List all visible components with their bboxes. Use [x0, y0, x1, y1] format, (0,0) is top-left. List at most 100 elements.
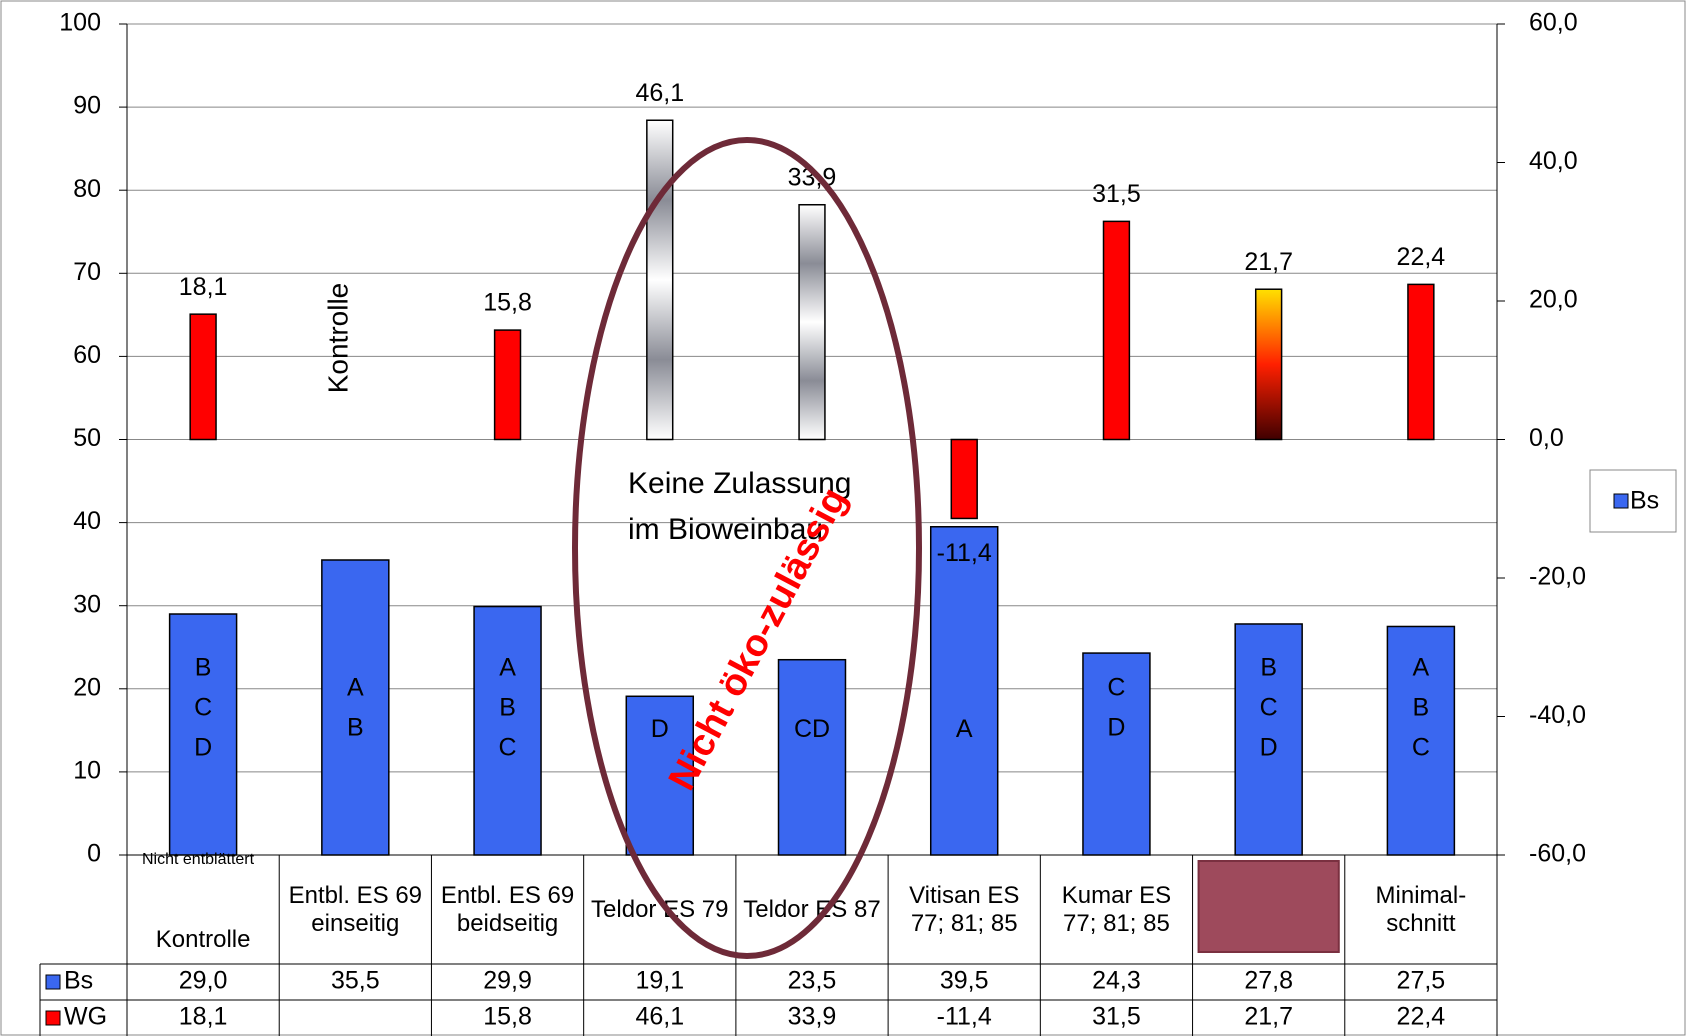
table-value: 21,7 [1244, 1003, 1293, 1031]
significance-letter: C [194, 693, 212, 721]
table-value: -11,4 [937, 1003, 992, 1031]
category-label: Entbl. ES 69 beidseitig [440, 881, 575, 937]
data-label: 22,4 [1397, 243, 1446, 271]
row-header: Bs [64, 967, 93, 995]
bar [1234, 623, 1303, 856]
table-value: 33,9 [788, 1003, 837, 1031]
table-value: 29,9 [483, 967, 532, 995]
table-value: 31,5 [1092, 1003, 1141, 1031]
table-value: 23,5 [788, 967, 837, 995]
bar [189, 313, 217, 441]
annotation-line: im Bioweinbau [628, 513, 823, 546]
x-tick-label: Teldor ES 87 [743, 895, 881, 923]
x-tick-label: Vitisan ES 77; 81; 85 [909, 881, 1020, 937]
data-label: 21,7 [1244, 248, 1293, 276]
table-value: 46,1 [635, 1003, 684, 1031]
significance-letter: C [1260, 693, 1278, 721]
y2-tick-label: -40,0 [1529, 701, 1586, 729]
y-tick-label: 100 [59, 9, 101, 37]
bar [1254, 288, 1283, 441]
annotation: Keine Zulassung im Bioweinbau [628, 467, 851, 546]
significance-letter: C [1412, 733, 1430, 761]
row-header: WG [64, 1003, 107, 1031]
y-tick-label: 90 [73, 92, 101, 120]
y2-tick-label: 0,0 [1529, 424, 1564, 452]
y-tick-label: 0 [87, 840, 101, 868]
data-label: -11,4 [937, 539, 992, 567]
bar [646, 119, 674, 441]
y-tick-label: 80 [73, 175, 101, 203]
significance-letter: C [499, 733, 517, 761]
y-tick-label: 20 [73, 673, 101, 701]
category-label: Teldor ES 87 [743, 895, 881, 923]
x-tick-label: Kontrolle [155, 925, 251, 953]
y-tick-label: 50 [73, 424, 101, 452]
bar [1102, 220, 1131, 441]
significance-letter: D [1260, 733, 1278, 761]
y2-tick-label: 40,0 [1529, 147, 1578, 175]
bar [1407, 283, 1435, 441]
significance-letter: B [1413, 693, 1430, 721]
category-label: Vitisan ES 77; 81; 85 [909, 881, 1020, 937]
bar [798, 203, 826, 441]
y2-tick-label: 20,0 [1529, 286, 1578, 314]
legend-swatch [45, 974, 61, 990]
y-tick-label: 60 [73, 341, 101, 369]
y-tick-label: 70 [73, 258, 101, 286]
significance-letter: B [499, 693, 516, 721]
table-value: 27,5 [1397, 967, 1446, 995]
bar [625, 695, 695, 856]
category-label: Kontrolle [155, 925, 251, 953]
y2-tick-label: -20,0 [1529, 563, 1586, 591]
significance-letter: A [1413, 653, 1430, 681]
annotation: Nicht entblättert [142, 851, 255, 868]
significance-letter: B [1260, 653, 1277, 681]
table-value: 15,8 [483, 1003, 532, 1031]
data-label: 18,1 [179, 273, 228, 301]
category-label: Kumar ES 77; 81; 85 [1061, 881, 1172, 937]
category-label: Minimal-schnitt [1375, 881, 1467, 937]
y-tick-label: 40 [73, 507, 101, 535]
x-tick-label: Minimal-schnitt [1375, 881, 1467, 937]
highlight-ellipse [572, 137, 922, 959]
bar [473, 605, 542, 856]
significance-letter: A [499, 653, 516, 681]
y-tick-label: 10 [73, 757, 101, 785]
annotation: Kontrolle [322, 283, 353, 394]
bar [950, 438, 978, 520]
significance-letter: D [1107, 713, 1125, 741]
data-label: 15,8 [483, 289, 532, 317]
legend-swatch [45, 1010, 61, 1026]
x-tick-label: Kumar ES 77; 81; 85 [1061, 881, 1172, 937]
bar [777, 658, 847, 856]
table-value: 19,1 [635, 967, 684, 995]
legend-box [1589, 469, 1677, 533]
table-value: 27,8 [1244, 967, 1293, 995]
legend-swatch [1613, 493, 1629, 509]
significance-letter: C [1107, 673, 1125, 701]
significance-letter: D [194, 733, 212, 761]
bar [321, 559, 390, 856]
bar [493, 329, 522, 441]
x-tick-label: Entbl. ES 69 einseitig [288, 881, 423, 937]
cover-box [1197, 860, 1340, 953]
annotation-line: Keine Zulassung [628, 467, 851, 500]
legend-label: Bs [1630, 487, 1659, 515]
y2-tick-label: -60,0 [1529, 840, 1586, 868]
table-value: 24,3 [1092, 967, 1141, 995]
y-tick-label: 30 [73, 590, 101, 618]
significance-letter: B [347, 713, 364, 741]
significance-letter: CD [794, 715, 830, 743]
bar [1082, 652, 1151, 856]
x-tick-label: Entbl. ES 69 beidseitig [440, 881, 575, 937]
significance-letter: A [956, 715, 973, 743]
table-value: 35,5 [331, 967, 380, 995]
bar [168, 613, 238, 856]
significance-letter: A [347, 673, 364, 701]
category-label: Entbl. ES 69 einseitig [288, 881, 423, 937]
table-value: 39,5 [940, 967, 989, 995]
bar [1386, 625, 1456, 856]
